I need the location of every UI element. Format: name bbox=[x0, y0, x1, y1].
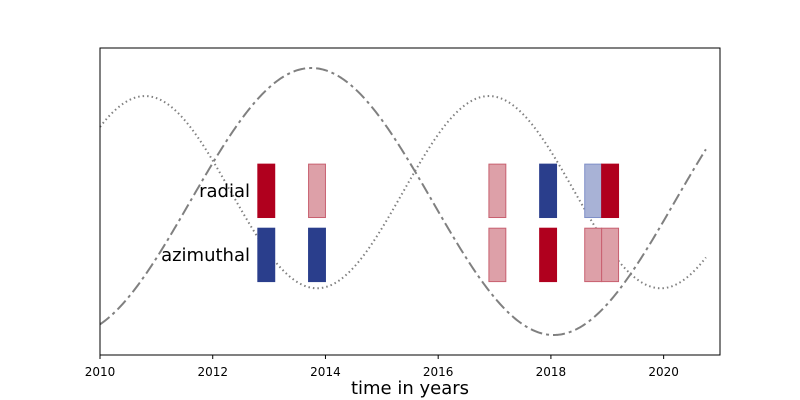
x-tick-label-2014: 2014 bbox=[310, 365, 341, 379]
x-axis: 2010 2012 2014 2016 2018 2020 bbox=[85, 355, 679, 379]
bar-radial-5 bbox=[601, 163, 620, 219]
x-axis-title: time in years bbox=[351, 378, 469, 399]
row-label-radial: radial bbox=[199, 181, 250, 202]
x-tick-label-2010: 2010 bbox=[85, 365, 116, 379]
curves bbox=[99, 67, 707, 336]
bar-radial-0 bbox=[257, 163, 276, 219]
bar-azimuthal-8 bbox=[488, 227, 507, 283]
bar-radial-3 bbox=[539, 163, 558, 219]
bar-azimuthal-7 bbox=[308, 227, 326, 283]
dotted-curve bbox=[99, 95, 707, 290]
bar-azimuthal-6 bbox=[257, 227, 276, 283]
bar-azimuthal-10 bbox=[584, 227, 603, 283]
plot-frame bbox=[99, 47, 721, 356]
dashdot-curve bbox=[99, 67, 707, 336]
bar-radial-1 bbox=[308, 163, 326, 219]
bar-azimuthal-9 bbox=[539, 227, 558, 283]
bars bbox=[257, 163, 620, 283]
bar-radial-2 bbox=[488, 163, 507, 219]
x-tick-label-2012: 2012 bbox=[197, 365, 228, 379]
x-tick-label-2020: 2020 bbox=[648, 365, 679, 379]
x-tick-label-2016: 2016 bbox=[423, 365, 454, 379]
bar-radial-4 bbox=[584, 163, 603, 219]
bar-azimuthal-11 bbox=[601, 227, 620, 283]
row-label-azimuthal: azimuthal bbox=[161, 245, 250, 266]
row-labels: radial azimuthal bbox=[161, 181, 250, 266]
x-tick-label-2018: 2018 bbox=[536, 365, 567, 379]
